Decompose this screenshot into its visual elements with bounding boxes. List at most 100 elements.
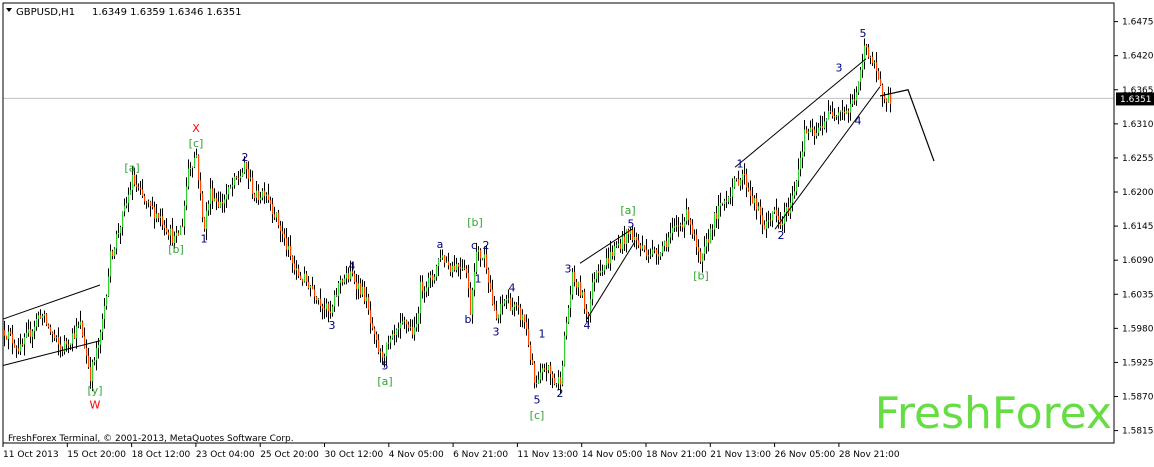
candle-body xyxy=(708,238,710,243)
symbol-label: GBPUSD,H1 xyxy=(16,7,75,18)
wave-label: 5 xyxy=(382,359,389,372)
candle-body xyxy=(802,151,804,158)
candle-body xyxy=(866,45,868,48)
candle-body xyxy=(690,220,692,225)
wave-label: [c] xyxy=(189,137,204,150)
y-tick-label: 1.5980 xyxy=(1122,324,1154,334)
candle-body xyxy=(138,186,140,188)
candle-body xyxy=(358,283,360,290)
candle-body xyxy=(336,294,338,297)
candle-body xyxy=(600,270,602,273)
candle-body xyxy=(836,115,838,117)
wave-label: [a] xyxy=(124,162,139,175)
candle-body xyxy=(712,228,714,230)
candle-body xyxy=(830,110,832,112)
candle-body xyxy=(704,246,706,254)
candle-body xyxy=(512,307,514,311)
trend-line[interactable] xyxy=(774,86,881,230)
trend-line[interactable] xyxy=(579,228,633,264)
forecast-line[interactable] xyxy=(879,89,935,162)
candle-body xyxy=(652,249,654,255)
candle-body xyxy=(432,275,434,281)
candle-body xyxy=(438,259,440,267)
trend-line[interactable] xyxy=(734,58,867,168)
candle-body xyxy=(286,238,288,250)
candle-body xyxy=(684,221,686,228)
candle-body xyxy=(342,279,344,283)
candle-body xyxy=(820,126,822,128)
candle-body xyxy=(400,323,402,329)
wave-label: X xyxy=(192,122,200,135)
candle-body xyxy=(266,194,268,197)
candle-body xyxy=(854,99,856,101)
candle-body xyxy=(204,217,206,230)
candle-body xyxy=(870,56,872,58)
candle-body xyxy=(452,265,454,273)
candle-body xyxy=(886,99,888,103)
candle-body xyxy=(236,176,238,178)
trend-line[interactable] xyxy=(586,241,636,320)
candle-body xyxy=(470,288,472,315)
dropdown-triangle-icon[interactable] xyxy=(6,8,12,12)
candle-body xyxy=(160,216,162,219)
candle-body xyxy=(672,227,674,234)
wave-label: [b] xyxy=(693,269,709,282)
candle-body xyxy=(42,315,44,318)
candle-body xyxy=(738,178,740,186)
candle-body xyxy=(474,271,476,290)
ohlc-values: 1.6349 1.6359 1.6346 1.6351 xyxy=(92,7,242,18)
candle-body xyxy=(72,333,74,344)
y-tick-label: 1.6365 xyxy=(1122,86,1154,96)
candle-body xyxy=(144,196,146,202)
candle-body xyxy=(346,273,348,279)
candle-body xyxy=(626,230,628,245)
candle-body xyxy=(270,200,272,205)
candle-body xyxy=(794,191,796,196)
candle-body xyxy=(590,299,592,316)
candle-body xyxy=(618,243,620,246)
candle-body xyxy=(466,268,468,273)
trend-line[interactable] xyxy=(2,284,101,320)
candle-body xyxy=(786,207,788,213)
candle-body xyxy=(706,238,708,247)
x-tick-label: 26 Nov 05:00 xyxy=(775,450,836,460)
candle-body xyxy=(728,197,730,202)
candle-body xyxy=(246,162,248,170)
candle-body xyxy=(800,157,802,170)
wave-label: 4 xyxy=(584,319,591,332)
candle-body xyxy=(328,303,330,312)
candle-body xyxy=(216,198,218,202)
candle-body xyxy=(94,360,96,363)
candle-body xyxy=(804,129,806,152)
candle-body xyxy=(340,279,342,283)
candle-body xyxy=(692,224,694,235)
candle-body xyxy=(726,200,728,202)
candle-body xyxy=(890,94,892,105)
candle-body xyxy=(582,292,584,296)
candle-body xyxy=(46,314,48,325)
candle-body xyxy=(180,226,182,235)
candle-body xyxy=(344,278,346,283)
candle-body xyxy=(784,212,786,224)
y-tick-label: 1.6310 xyxy=(1122,120,1154,130)
candle-body xyxy=(720,202,722,207)
candle-body xyxy=(334,294,336,307)
candle-body xyxy=(674,226,676,228)
candle-body xyxy=(226,194,228,200)
wave-label: a xyxy=(437,238,444,251)
candle-body xyxy=(240,176,242,179)
candle-body xyxy=(208,203,210,211)
candle-body xyxy=(464,267,466,269)
y-tick-label: 1.6035 xyxy=(1122,290,1154,300)
trend-line[interactable] xyxy=(2,340,101,367)
candle-body xyxy=(426,287,428,292)
y-tick-label: 1.5925 xyxy=(1122,358,1154,368)
candle-body xyxy=(368,297,370,311)
wave-label: 4 xyxy=(855,115,862,128)
candle-body xyxy=(14,343,16,348)
candle-body xyxy=(372,323,374,329)
candle-body xyxy=(414,327,416,335)
candle-body xyxy=(822,126,824,129)
candle-body xyxy=(688,209,690,221)
